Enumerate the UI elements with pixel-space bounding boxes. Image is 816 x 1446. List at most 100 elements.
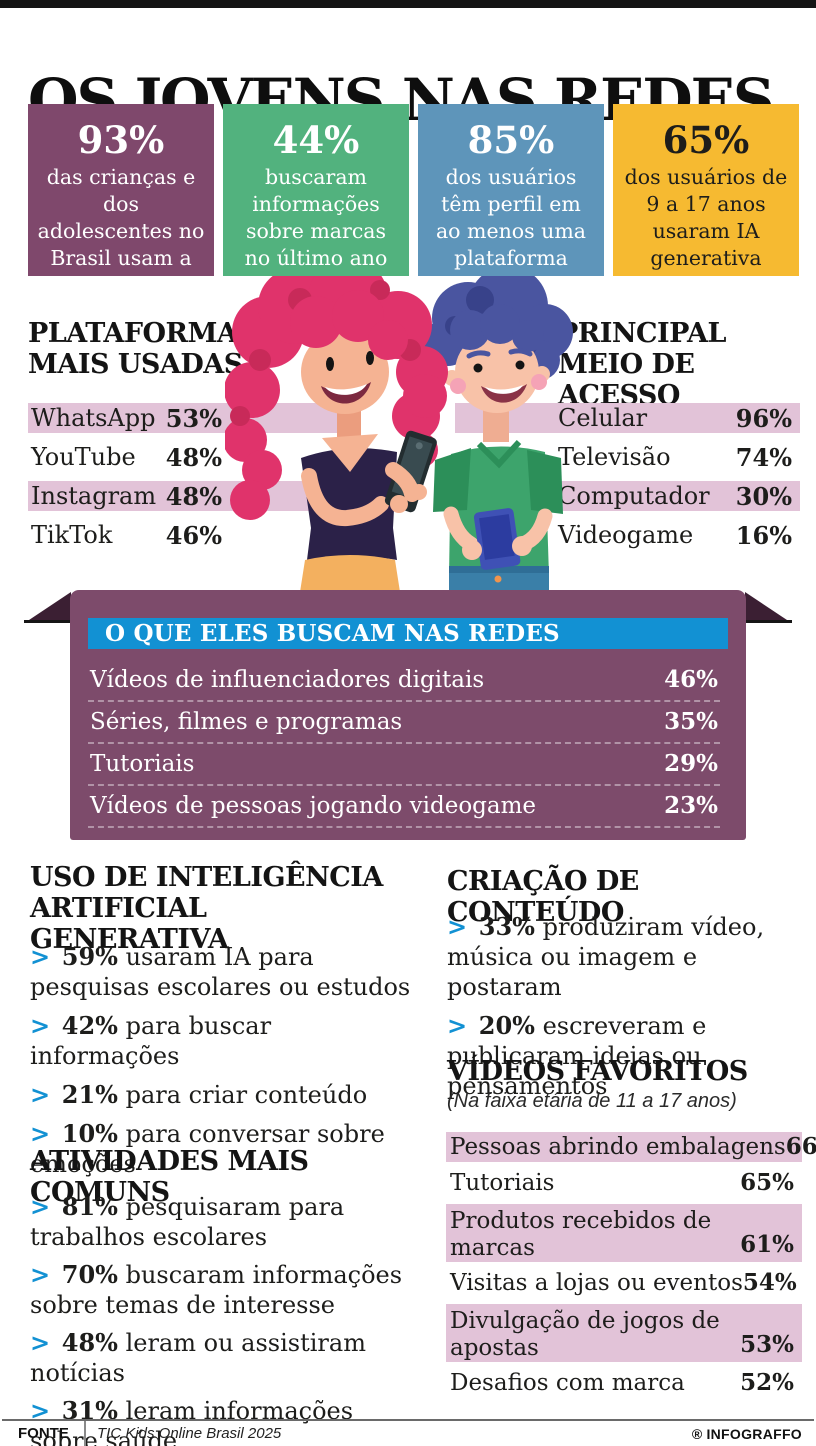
bullet-text: produziram vídeo, música ou imagem e pos…: [447, 913, 765, 1001]
bullet-text: para buscar informações: [30, 1012, 272, 1070]
ribbon-line-right: [746, 620, 792, 623]
bullet-text: buscaram informações sobre temas de inte…: [30, 1261, 403, 1319]
bullet-value: 59%: [61, 942, 118, 971]
table-row: Pessoas abrindo embalagens 66%: [446, 1132, 816, 1162]
row-label: Séries, filmes e programas: [90, 708, 403, 735]
table-row: Vídeos de influenciadores digitais 46%: [88, 660, 720, 702]
bullet-value: 10%: [61, 1119, 118, 1148]
footer-source-text: TIC Kids Online Brasil 2025: [97, 1425, 282, 1442]
bullet-text: leram ou assistiram notícias: [30, 1329, 366, 1387]
footer-source-label: FONTE: [18, 1425, 69, 1442]
bullet-value: 21%: [61, 1080, 118, 1109]
content-creation-list: > 33% produziram vídeo, música ou imagem…: [447, 912, 787, 1110]
searches-rows: Vídeos de influenciadores digitais 46% S…: [88, 660, 720, 828]
row-label: YouTube: [31, 443, 136, 471]
bullet-value: 70%: [61, 1260, 118, 1289]
searches-panel: O QUE ELES BUSCAM NAS REDES Vídeos de in…: [70, 590, 746, 840]
row-label: TikTok: [31, 521, 113, 549]
bullet-arrow-icon: >: [30, 1119, 51, 1148]
footer-credit-name: INFOGRAFFO: [706, 1426, 802, 1442]
searches-title: O QUE ELES BUSCAM NAS REDES: [88, 618, 728, 649]
bullet-value: 81%: [61, 1192, 118, 1221]
row-value: 30%: [735, 481, 792, 511]
row-label: Videogame: [558, 521, 694, 549]
bullet-text: para conversar sobre emoções: [30, 1120, 385, 1178]
ribbon-line-left: [24, 620, 70, 623]
bullet-arrow-icon: >: [30, 1192, 51, 1221]
row-value: 16%: [735, 520, 792, 550]
row-value: 65%: [740, 1169, 794, 1196]
stat-card: 85% dos usuários têm perfil em ao menos …: [418, 104, 604, 276]
table-row: Televisão 74%: [455, 442, 800, 472]
stat-value: 85%: [467, 118, 555, 162]
bullet-item: > 70% buscaram informações sobre temas d…: [30, 1260, 415, 1320]
row-label: WhatsApp: [31, 404, 156, 432]
table-row: Videogame 16%: [455, 520, 800, 550]
row-label: Vídeos de influenciadores digitais: [90, 666, 485, 693]
stat-text: dos usuários de 9 a 17 anos usaram IA ge…: [624, 165, 788, 270]
row-value: 52%: [740, 1369, 794, 1396]
bullet-item: > 20% escreveram e publicaram ideias ou …: [447, 1011, 787, 1101]
ai-use-title: USO DE INTELIGÊNCIA ARTIFICIAL GENERATIV…: [30, 862, 383, 955]
row-value: 53%: [165, 403, 222, 433]
bullet-arrow-icon: >: [30, 1011, 51, 1040]
footer-credit: ® INFOGRAFFO: [692, 1426, 802, 1442]
ribbon-fold-left: [26, 592, 71, 622]
table-row: Divulgação de jogos de apostas 53%: [446, 1304, 802, 1362]
content-creation-title: CRIAÇÃO DE CONTEÚDO: [447, 866, 639, 928]
ribbon-fold-right: [745, 592, 790, 622]
row-value: 46%: [664, 666, 718, 693]
row-label: Vídeos de pessoas jogando videogame: [90, 792, 537, 819]
table-row: TikTok 46%: [28, 520, 340, 550]
row-label: Celular: [558, 404, 648, 432]
stat-text: dos usuários têm perfil em ao menos uma …: [435, 165, 587, 270]
stat-card: 93% das crianças e dos adolescentes no B…: [28, 104, 214, 297]
platforms-title: PLATAFORMAS MAIS USADAS: [28, 318, 257, 380]
row-label: Desafios com marca: [450, 1369, 685, 1396]
bullet-arrow-icon: >: [447, 1011, 468, 1040]
table-row: Visitas a lojas ou eventos 54%: [446, 1268, 802, 1298]
top-stats: 93% das crianças e dos adolescentes no B…: [28, 104, 799, 297]
bullet-text: escreveram e publicaram ideias ou pensam…: [447, 1012, 707, 1100]
row-value: 35%: [664, 708, 718, 735]
activities-list: > 81% pesquisaram para trabalhos escolar…: [30, 1192, 415, 1446]
row-label: Divulgação de jogos de apostas: [450, 1308, 720, 1361]
activities-title: ATIVIDADES MAIS COMUNS: [30, 1146, 309, 1208]
access-title: PRINCIPAL MEIO DE ACESSO: [558, 318, 726, 411]
table-row: Produtos recebidos de marcas 61%: [446, 1204, 802, 1262]
stat-card: 65% dos usuários de 9 a 17 anos usaram I…: [613, 104, 799, 276]
table-row: Tutoriais 65%: [446, 1168, 802, 1198]
table-row: WhatsApp 53%: [28, 403, 340, 433]
table-row: Vídeos de pessoas jogando videogame 23%: [88, 786, 720, 828]
row-value: 46%: [165, 520, 222, 550]
bullet-item: > 48% leram ou assistiram notícias: [30, 1328, 415, 1388]
row-label: Pessoas abrindo embalagens: [450, 1133, 786, 1160]
table-row: Séries, filmes e programas 35%: [88, 702, 720, 744]
row-value: 61%: [740, 1231, 794, 1258]
stat-text: das crianças e dos adolescentes no Brasi…: [37, 165, 205, 297]
table-row: YouTube 48%: [28, 442, 340, 472]
bullet-text: para criar conteúdo: [125, 1081, 368, 1109]
teens-illustration: [225, 276, 573, 592]
stat-value: 93%: [77, 118, 165, 162]
stat-value: 44%: [272, 118, 360, 162]
row-label: Televisão: [558, 443, 671, 471]
boy-character: [424, 276, 573, 592]
footer-vertical-divider: [84, 1421, 86, 1446]
bullet-item: > 21% para criar conteúdo: [30, 1080, 415, 1110]
table-row: Tutoriais 29%: [88, 744, 720, 786]
girl-character: [225, 276, 448, 592]
platforms-table: WhatsApp 53% YouTube 48% Instagram 48% T…: [28, 403, 340, 559]
bullet-arrow-icon: >: [30, 1260, 51, 1289]
ai-use-list: > 59% usaram IA para pesquisas escolares…: [30, 942, 415, 1188]
fav-videos-title: VÍDEOS FAVORITOS: [447, 1056, 748, 1087]
bullet-text: pesquisaram para trabalhos escolares: [30, 1193, 345, 1251]
bullet-value: 20%: [478, 1011, 535, 1040]
row-value: 23%: [664, 792, 718, 819]
bullet-text: usaram IA para pesquisas escolares ou es…: [30, 943, 411, 1001]
registered-icon: ®: [691, 1426, 703, 1442]
bullet-value: 42%: [61, 1011, 118, 1040]
stat-card: 44% buscaram informações sobre marcas no…: [223, 104, 409, 276]
stat-text: buscaram informações sobre marcas no últ…: [244, 165, 388, 270]
